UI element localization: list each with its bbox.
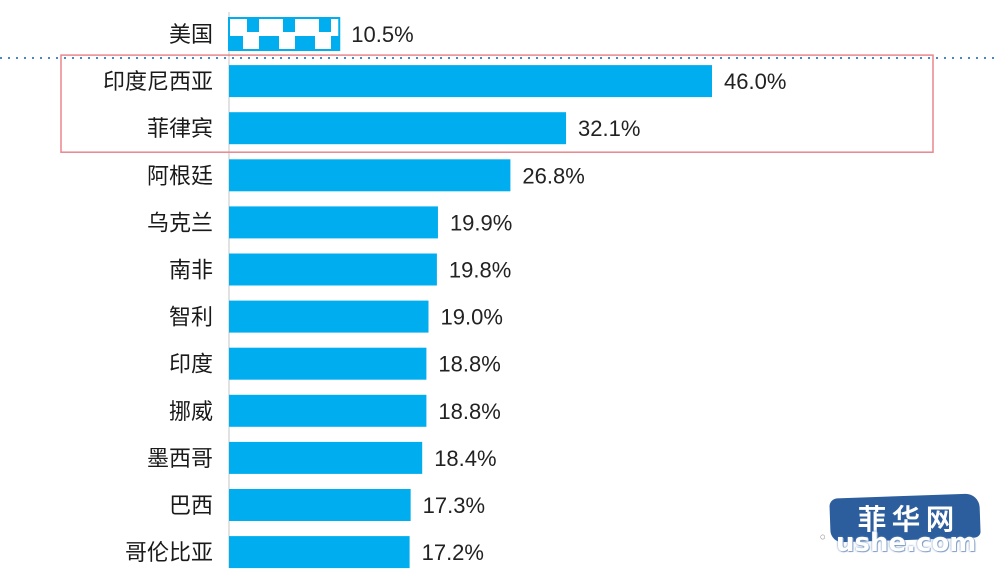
bar-0 — [228, 17, 341, 51]
category-label-7: 印度 — [169, 353, 213, 378]
bar-4 — [229, 206, 438, 239]
value-label-5: 19.8% — [449, 258, 511, 283]
highlight-box — [60, 54, 934, 153]
category-label-2: 菲律宾 — [147, 117, 213, 142]
value-label-6: 19.0% — [441, 305, 503, 330]
bar-1 — [229, 65, 712, 98]
value-label-0: 10.5% — [351, 22, 413, 47]
watermark-logo: ◦ 菲华网 ushe.com — [818, 492, 986, 562]
value-label-4: 19.9% — [450, 210, 512, 235]
value-label-1: 46.0% — [724, 69, 786, 94]
category-label-10: 巴西 — [169, 494, 213, 519]
bar-10 — [229, 489, 411, 521]
category-label-3: 阿根廷 — [147, 164, 213, 189]
value-label-7: 18.8% — [438, 352, 500, 377]
category-label-0: 美国 — [169, 23, 213, 48]
bar-9 — [229, 441, 423, 474]
bar-11 — [229, 536, 410, 569]
watermark-chinese: 菲华网 — [858, 503, 961, 536]
category-label-1: 印度尼西亚 — [103, 70, 213, 95]
category-label-9: 墨西哥 — [147, 447, 213, 472]
category-label-4: 乌克兰 — [147, 211, 213, 236]
bar-5 — [229, 253, 437, 286]
category-label-5: 南非 — [169, 259, 213, 284]
category-label-6: 智利 — [169, 306, 213, 331]
bar-7 — [229, 347, 427, 380]
wechat-icon: ◦ — [818, 528, 828, 547]
bar-2 — [229, 112, 567, 145]
watermark-english: ushe.com — [836, 528, 977, 558]
value-label-8: 18.8% — [438, 399, 500, 424]
value-label-2: 32.1% — [578, 116, 640, 141]
value-label-9: 18.4% — [434, 446, 496, 471]
value-label-11: 17.2% — [422, 540, 484, 565]
bar-3 — [229, 159, 511, 192]
value-label-3: 26.8% — [522, 163, 584, 188]
bar-6 — [229, 300, 429, 333]
category-label-8: 挪威 — [169, 400, 213, 425]
bar-8 — [229, 394, 427, 427]
value-label-10: 17.3% — [423, 493, 485, 518]
category-label-11: 哥伦比亚 — [125, 541, 213, 566]
